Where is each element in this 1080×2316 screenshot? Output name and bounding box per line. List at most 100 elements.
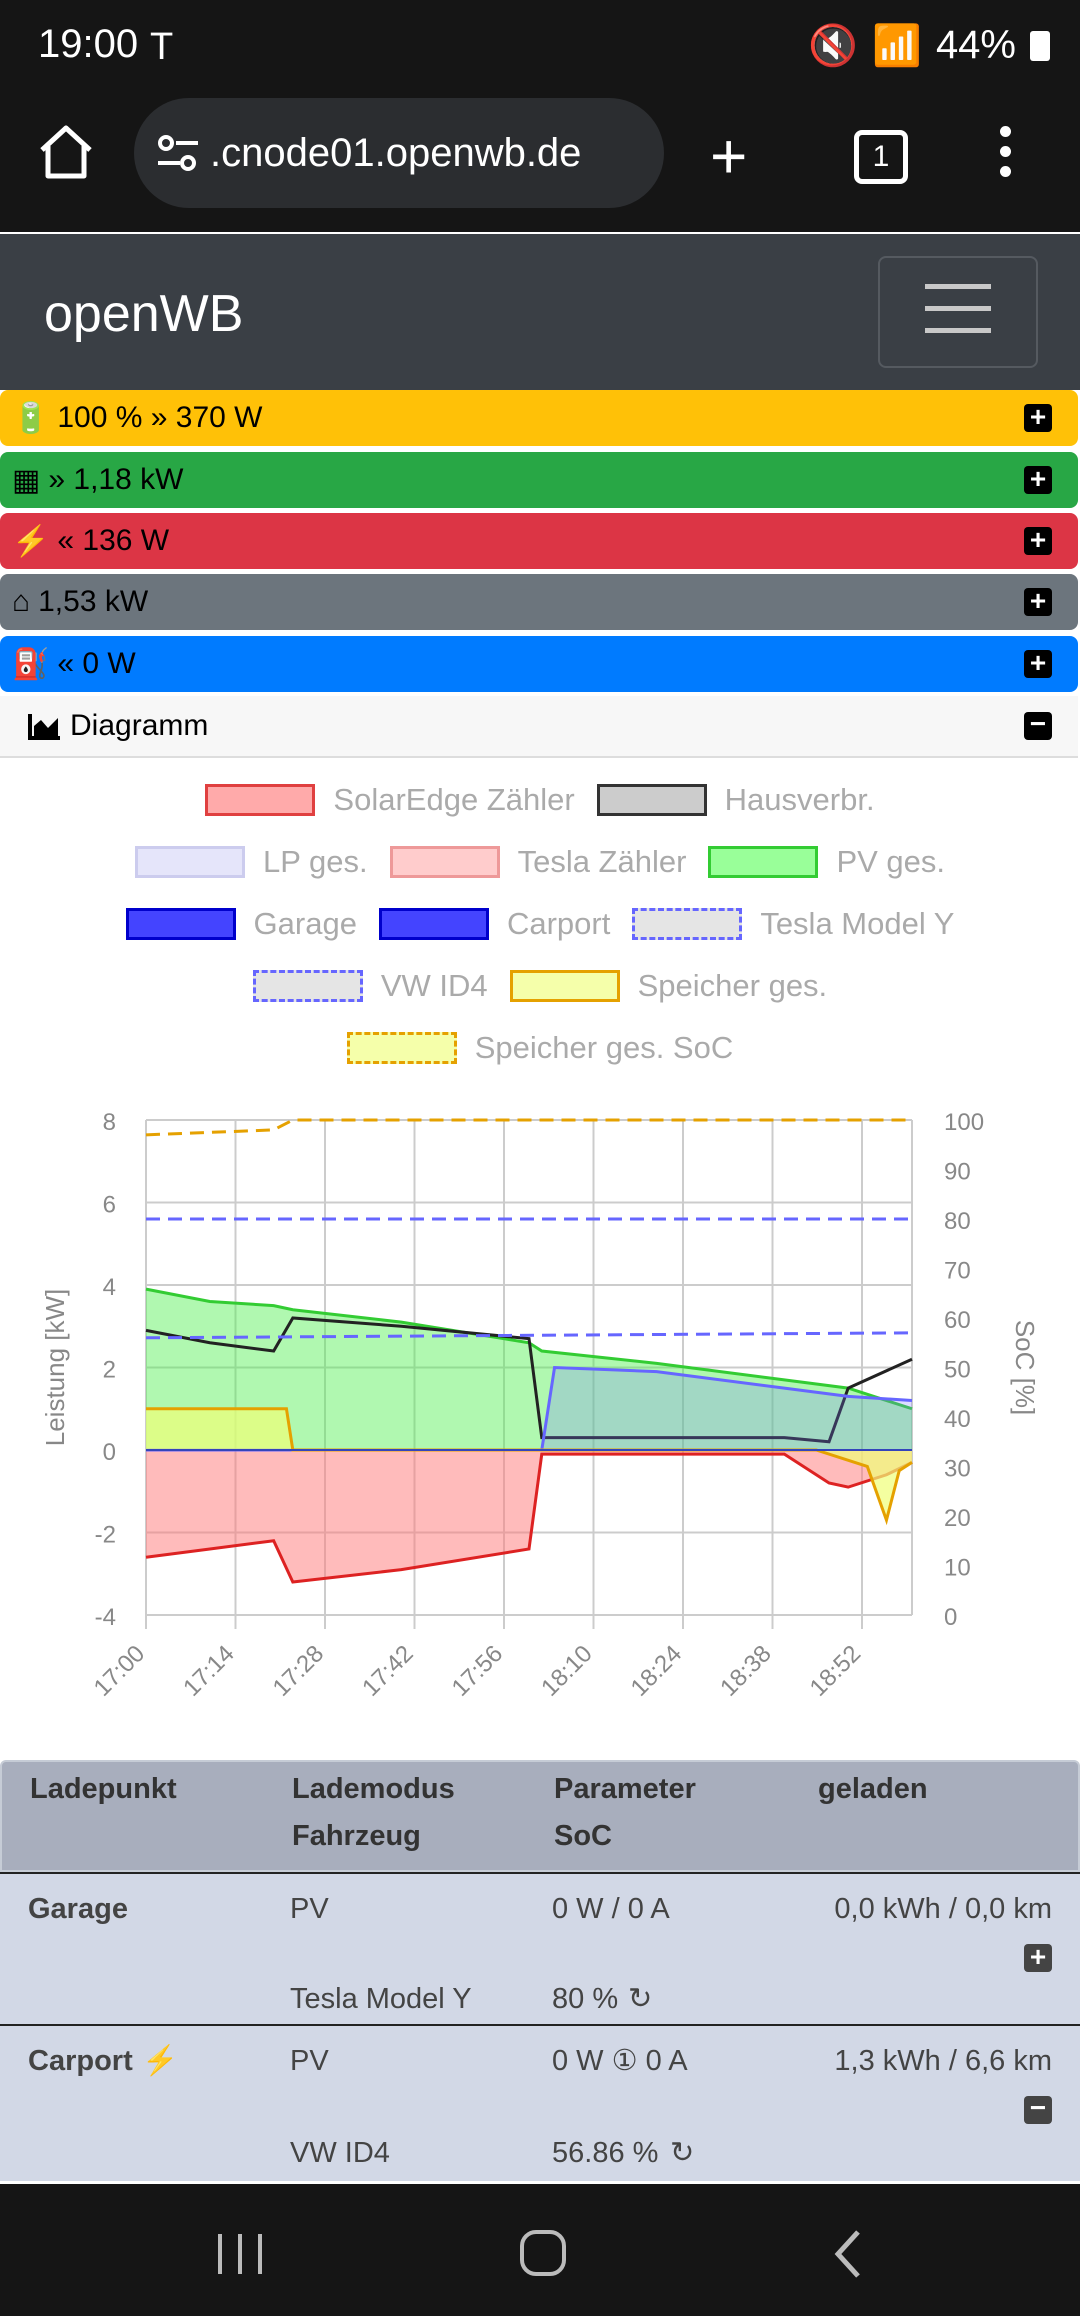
diagram-header[interactable]: Diagramm − — [0, 696, 1078, 758]
legend-speicher-soc: Speicher ges. SoC — [474, 1030, 734, 1065]
battery-level: 44% — [935, 23, 1016, 67]
table-header: Ladepunkt Lademodus Parameter geladen Fa… — [0, 1760, 1080, 1872]
diagram-label: Diagramm — [70, 709, 209, 742]
charged-energy: 1,3 kWh / 6,6 km — [834, 2045, 1052, 2077]
expand-icon[interactable]: + — [1024, 1943, 1052, 1972]
x-tick-label: 18:24 — [626, 1640, 688, 1702]
battery-bar[interactable]: 🔋 100 % » 370 W + — [0, 390, 1078, 446]
y-tick-label: 6 — [103, 1192, 116, 1219]
back-icon[interactable] — [828, 2226, 868, 2282]
browser-menu-icon[interactable] — [1000, 126, 1014, 186]
table-row-carport[interactable]: Carport ⚡ PV 0 W ① 0 A 1,3 kWh / 6,6 km … — [0, 2024, 1080, 2181]
refresh-soc-icon[interactable]: ↻ — [628, 1983, 653, 2015]
browser-toolbar: .cnode01.openwb.de + 1 — [0, 96, 1080, 232]
y2-tick-label: 40 — [944, 1406, 971, 1433]
series-area-pv-ges- — [146, 1289, 912, 1450]
x-tick-label: 17:56 — [447, 1640, 509, 1702]
x-tick-label: 17:14 — [178, 1640, 240, 1702]
expand-icon[interactable]: + — [1024, 403, 1052, 432]
table-row-garage[interactable]: Garage PV 0 W / 0 A 0,0 kWh / 0,0 km + T… — [0, 1872, 1080, 2024]
new-tab-button[interactable]: + — [710, 120, 748, 192]
legend-tesla-zaehler: Tesla Zähler — [517, 844, 687, 879]
y-tick-label: 8 — [103, 1109, 116, 1136]
charge-points-table: Ladepunkt Lademodus Parameter geladen Fa… — [0, 1760, 1080, 2181]
vehicle-soc: 56.86 % — [552, 2137, 659, 2169]
hamburger-menu-button[interactable] — [878, 256, 1038, 368]
series-area-solaredge-z-hler — [146, 1450, 912, 1582]
expand-icon[interactable]: + — [1024, 465, 1052, 494]
pv-bar[interactable]: ▦» 1,18 kW + — [0, 452, 1078, 508]
y-axis-title: Leistung [kW] — [40, 1289, 70, 1447]
home-nav-icon[interactable] — [516, 2226, 572, 2282]
solar-panel-icon: ▦ — [12, 463, 41, 497]
pv-bar-text: » 1,18 kW — [48, 463, 184, 496]
collapse-icon[interactable]: − — [1024, 710, 1052, 740]
y2-tick-label: 60 — [944, 1307, 971, 1334]
header-fahrzeug: Fahrzeug — [292, 1820, 421, 1852]
series-area-lp-ges- — [146, 1367, 912, 1450]
header-soc: SoC — [554, 1820, 612, 1852]
tab-switcher-button[interactable]: 1 — [854, 130, 908, 184]
status-icons: 🔇 📶 44% — [808, 22, 1050, 69]
series-area-speicher-ges- — [146, 1408, 912, 1521]
y2-tick-label: 10 — [944, 1555, 971, 1582]
y-tick-label: 4 — [103, 1274, 116, 1301]
y-tick-label: -4 — [95, 1604, 116, 1631]
expand-icon[interactable]: + — [1024, 649, 1052, 678]
plug-icon: ⚡ — [142, 2045, 179, 2077]
house-icon: ⌂ — [12, 585, 31, 618]
collapse-icon[interactable]: − — [1024, 2094, 1052, 2124]
legend-tesla-model-y: Tesla Model Y — [760, 906, 955, 941]
y-tick-label: -2 — [95, 1522, 116, 1549]
y2-tick-label: 100 — [944, 1109, 984, 1136]
series-line-speicher-ges-soc — [145, 1118, 912, 1137]
x-tick-label: 17:42 — [357, 1640, 419, 1702]
mute-icon: 🔇 — [808, 24, 859, 68]
grid-icon: ⚡ — [12, 524, 50, 558]
y-tick-label: 0 — [103, 1439, 116, 1466]
y2-tick-label: 50 — [944, 1357, 971, 1384]
header-lademodus: Lademodus — [292, 1773, 455, 1805]
y2-tick-label: 30 — [944, 1456, 971, 1483]
charge-mode[interactable]: PV — [290, 2045, 329, 2077]
series-line-hausverbr- — [145, 1316, 913, 1444]
y2-tick-label: 70 — [944, 1258, 971, 1285]
vehicle-name: VW ID4 — [290, 2137, 390, 2169]
expand-icon[interactable]: + — [1024, 587, 1052, 616]
tesla-notification-icon: T — [150, 26, 174, 68]
charge-mode[interactable]: PV — [290, 1893, 329, 1925]
refresh-soc-icon[interactable]: ↻ — [670, 2137, 695, 2169]
x-tick-label: 18:38 — [715, 1640, 777, 1702]
charging-station-icon: ⛽ — [12, 647, 50, 681]
charging-bar[interactable]: ⛽ « 0 W + — [0, 636, 1078, 692]
system-nav-bar — [0, 2184, 1080, 2316]
x-tick-label: 18:52 — [805, 1640, 867, 1702]
expand-icon[interactable]: + — [1024, 526, 1052, 555]
x-tick-label: 17:00 — [89, 1640, 151, 1702]
header-ladepunkt: Ladepunkt — [30, 1773, 177, 1805]
legend-hausverbr: Hausverbr. — [724, 782, 875, 817]
charged-energy: 0,0 kWh / 0,0 km — [834, 1893, 1052, 1925]
legend-pv-ges: PV ges. — [836, 844, 945, 879]
house-bar[interactable]: ⌂ 1,53 kW + — [0, 574, 1078, 630]
chart-area: SolarEdge Zähler Hausverbr. LP ges. Tesl… — [0, 760, 1080, 1710]
y2-tick-label: 20 — [944, 1505, 971, 1532]
brand-title[interactable]: openWB — [44, 285, 244, 343]
app-navbar: openWB — [0, 234, 1080, 390]
charging-bar-text: « 0 W — [57, 647, 136, 680]
battery-icon — [1030, 30, 1050, 61]
home-icon[interactable] — [36, 122, 96, 182]
site-settings-icon[interactable] — [156, 133, 200, 173]
address-bar[interactable]: .cnode01.openwb.de — [134, 98, 664, 208]
y2-tick-label: 80 — [944, 1208, 971, 1235]
url-text: .cnode01.openwb.de — [210, 130, 582, 175]
series-line-speicher-ges- — [146, 1407, 913, 1526]
header-geladen: geladen — [818, 1773, 928, 1805]
chargepoint-name: Carport — [28, 2045, 133, 2077]
grid-bar[interactable]: ⚡ « 136 W + — [0, 513, 1078, 569]
legend-vw-id4: VW ID4 — [380, 968, 488, 1003]
battery-bar-text: 100 % » 370 W — [57, 401, 263, 434]
area-chart-icon — [28, 714, 60, 740]
recent-apps-icon[interactable] — [212, 2230, 272, 2280]
